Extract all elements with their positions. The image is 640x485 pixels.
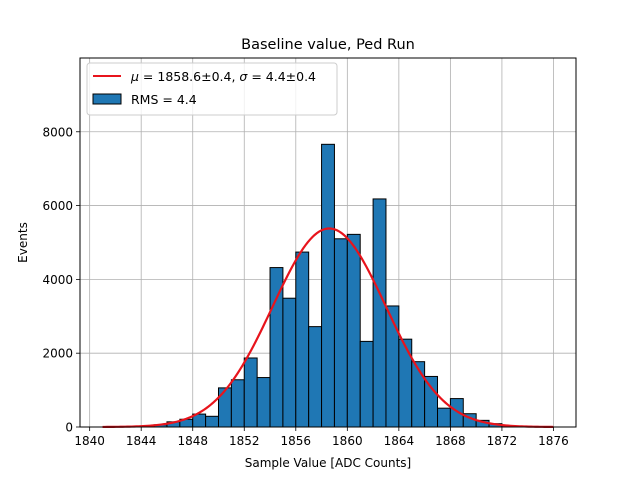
y-axis-ticks: 0 2000 4000 6000 8000 — [42, 125, 80, 435]
x-tick-label-1852: 1852 — [229, 434, 260, 448]
histogram-bar-1865 — [411, 361, 426, 428]
histogram-bar-1866 — [424, 375, 439, 428]
chart-title: Baseline value, Ped Run — [241, 37, 415, 53]
histogram-bar-1852 — [243, 357, 258, 428]
x-tick-label-1872: 1872 — [487, 434, 518, 448]
histogram-bar-1856 — [295, 251, 310, 428]
histogram-bar-1853 — [256, 377, 271, 428]
legend-histogram-swatch — [92, 93, 122, 105]
legend-sigma-value: = 4.4±0.4 — [247, 69, 316, 84]
histogram-bar-1867 — [437, 407, 451, 428]
histogram-bars — [153, 143, 516, 428]
x-tick-label-1860: 1860 — [332, 434, 363, 448]
y-tick-label-4000: 4000 — [42, 273, 73, 287]
legend-box — [86, 62, 338, 116]
y-tick-label-6000: 6000 — [42, 199, 73, 213]
x-tick-label-1840: 1840 — [74, 434, 105, 448]
x-tick-label-1844: 1844 — [126, 434, 157, 448]
histogram-bar-1862 — [372, 198, 387, 428]
x-axis-ticks: 1840 1844 1848 1852 1856 1860 1864 1868 1872 1876 — [74, 427, 569, 448]
histogram-bar-1863 — [385, 305, 400, 428]
histogram-bar-1849 — [205, 415, 219, 428]
x-tick-label-1864: 1864 — [384, 434, 415, 448]
y-axis-label: Events — [16, 222, 30, 263]
legend-fit-label: μ = 1858.6±0.4, σ = 4.4±0.4 — [130, 69, 316, 84]
x-tick-label-1856: 1856 — [281, 434, 312, 448]
histogram-bar-1860 — [346, 233, 361, 428]
histogram-bar-1854 — [269, 267, 284, 428]
legend-sigma-symbol: σ — [239, 69, 248, 84]
legend-mu-value: = 1858.6±0.4, — [139, 69, 239, 84]
y-tick-label-2000: 2000 — [42, 347, 73, 361]
gaussian-fit-curve — [102, 227, 554, 429]
legend: μ = 1858.6±0.4, σ = 4.4±0.4 RMS = 4.4 — [86, 62, 338, 116]
x-tick-label-1868: 1868 — [435, 434, 466, 448]
histogram-bar-1859 — [333, 238, 348, 428]
x-tick-label-1876: 1876 — [538, 434, 569, 448]
histogram-bar-1858 — [321, 143, 335, 428]
y-tick-label-8000: 8000 — [42, 125, 73, 139]
histogram-bar-1855 — [282, 297, 297, 428]
histogram-bar-1851 — [230, 379, 245, 428]
plot-area-frame — [79, 57, 577, 428]
y-tick-label-0: 0 — [65, 421, 73, 435]
gaussian-fit — [102, 227, 554, 429]
histogram-bar-1857 — [308, 326, 323, 428]
x-tick-label-1848: 1848 — [177, 434, 208, 448]
histogram-bar-1850 — [217, 387, 232, 428]
legend-histogram-label: RMS = 4.4 — [131, 92, 197, 107]
legend-mu-symbol: μ — [130, 69, 139, 84]
histogram-bar-1861 — [359, 340, 374, 428]
x-axis-label: Sample Value [ADC Counts] — [245, 456, 411, 470]
